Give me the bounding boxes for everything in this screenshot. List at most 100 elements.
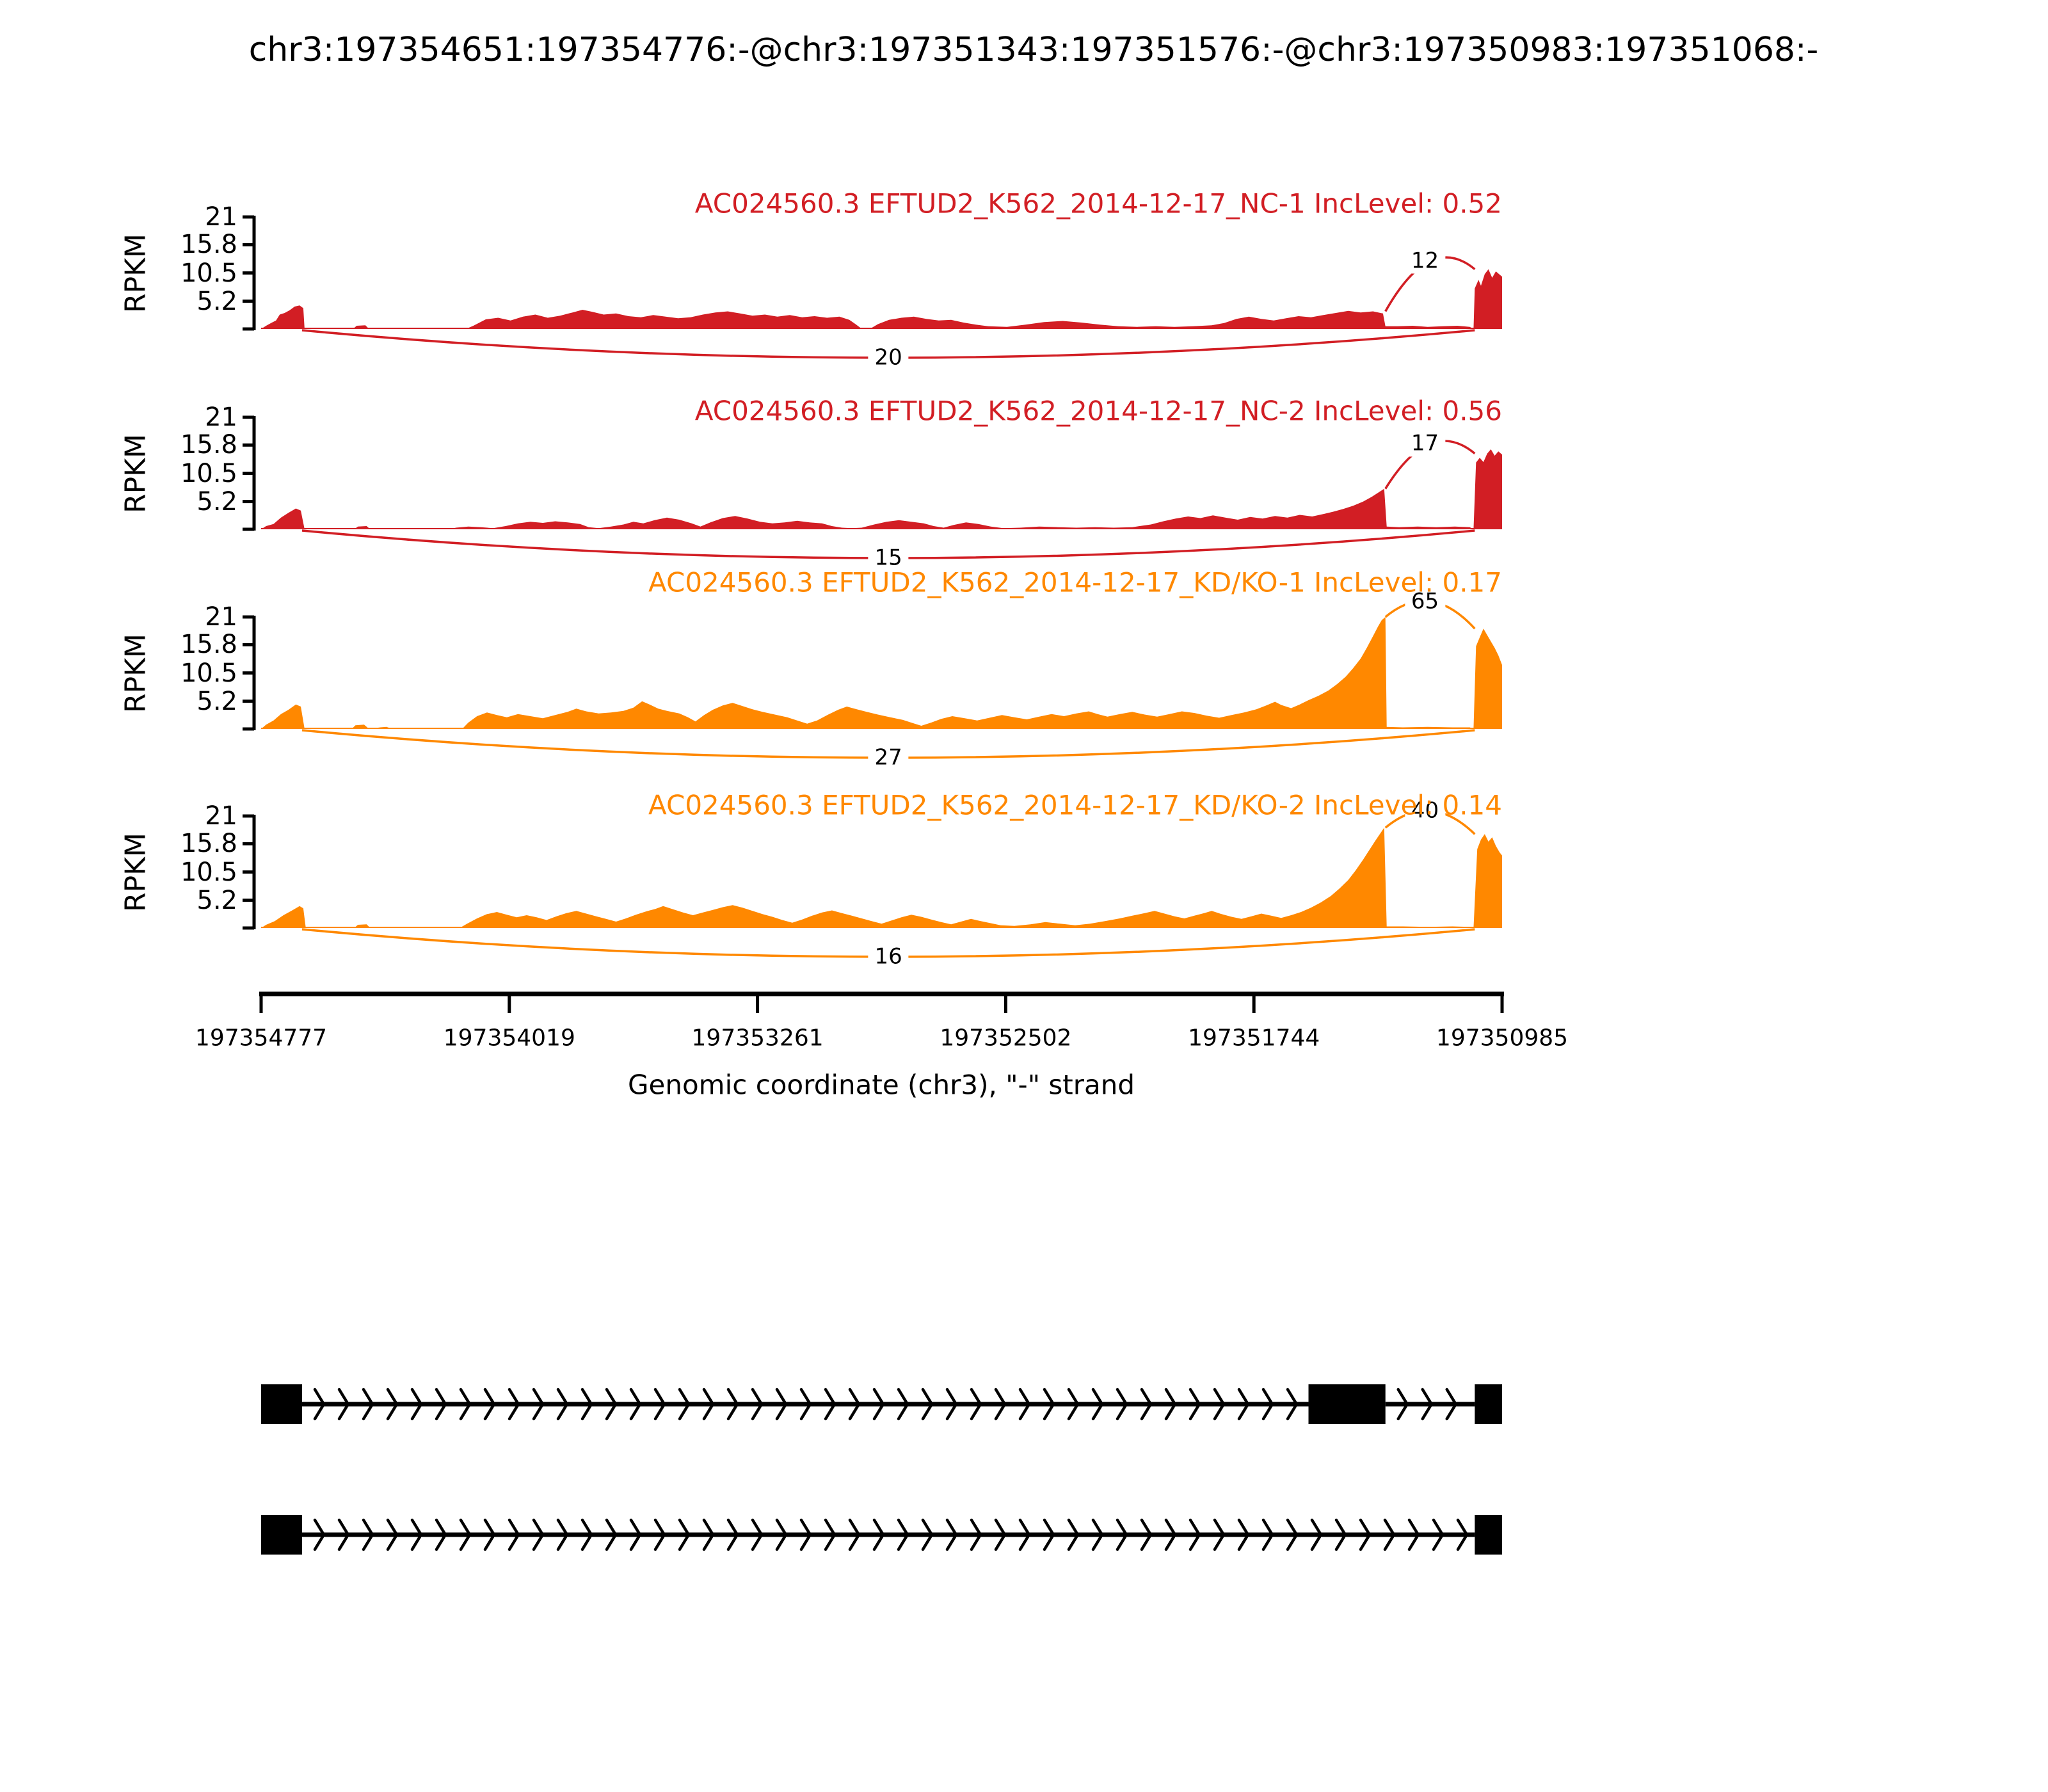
gene-model-isoform-2 (261, 1515, 1502, 1555)
x-axis-tick-label: 197353261 (691, 1025, 824, 1052)
coverage-area (261, 617, 1502, 729)
strand-arrow-chevron (1237, 1388, 1250, 1421)
exon-box (1475, 1515, 1502, 1555)
junction-read-count: 40 (1404, 798, 1446, 824)
strand-arrow-chevron (1407, 1518, 1420, 1551)
strand-arrow-chevron (580, 1388, 593, 1421)
strand-arrow-chevron (1432, 1518, 1444, 1551)
x-axis-tick-label: 197350985 (1436, 1025, 1569, 1052)
strand-arrow-chevron (435, 1518, 447, 1551)
y-axis-tick-label: 10.5 (180, 458, 237, 488)
strand-arrow-chevron (824, 1518, 836, 1551)
strand-arrow-chevron (994, 1518, 1007, 1551)
strand-arrow-chevron (1286, 1388, 1299, 1421)
strand-arrow-chevron (702, 1388, 715, 1421)
strand-arrow-chevron (897, 1518, 909, 1551)
y-axis-label: RPKM (119, 234, 152, 313)
strand-arrow-chevron (970, 1518, 982, 1551)
strand-arrow-chevron (726, 1388, 739, 1421)
strand-arrow-chevron (751, 1388, 764, 1421)
y-axis-tick-label: 15.8 (180, 230, 237, 260)
strand-arrow-chevron (970, 1388, 982, 1421)
y-axis-label: RPKM (119, 434, 152, 513)
y-axis-tick-label: 5.2 (196, 686, 237, 716)
y-axis-tick-label: 15.8 (180, 829, 237, 859)
y-axis-label: RPKM (119, 833, 152, 912)
strand-arrow-chevron (1140, 1388, 1153, 1421)
strand-arrow-chevron (1261, 1518, 1274, 1551)
strand-arrow-chevron (872, 1518, 885, 1551)
strand-arrow-chevron (1091, 1388, 1104, 1421)
track-title: AC024560.3 EFTUD2_K562_2014-12-17_KD/KO-… (648, 789, 1502, 821)
strand-arrow-chevron (678, 1388, 691, 1421)
track-title: AC024560.3 EFTUD2_K562_2014-12-17_NC-1 I… (694, 188, 1502, 220)
track-2 (243, 415, 1502, 559)
strand-arrow-chevron (532, 1388, 545, 1421)
strand-arrow-chevron (921, 1388, 934, 1421)
y-axis-tick-label: 15.8 (180, 430, 237, 460)
strand-arrow-chevron (1188, 1518, 1201, 1551)
x-axis-tick-label: 197352502 (940, 1025, 1072, 1052)
coverage-area (261, 828, 1502, 928)
junction-read-count: 20 (868, 345, 909, 371)
strand-arrow-chevron (483, 1518, 496, 1551)
y-axis-tick-label: 10.5 (180, 658, 237, 688)
exon-box (261, 1515, 302, 1555)
strand-arrow-chevron (1043, 1388, 1055, 1421)
strand-arrow-chevron (945, 1388, 958, 1421)
y-axis-tick-label: 5.2 (196, 286, 237, 316)
strand-arrow-chevron (1116, 1388, 1128, 1421)
x-axis-tick-label: 197351744 (1188, 1025, 1320, 1052)
coverage-area (261, 449, 1502, 529)
strand-arrow-chevron (580, 1518, 593, 1551)
strand-arrow-chevron (751, 1518, 764, 1551)
strand-arrow-chevron (848, 1388, 861, 1421)
strand-arrow-chevron (1091, 1518, 1104, 1551)
strand-arrow-chevron (410, 1388, 423, 1421)
strand-arrow-chevron (508, 1518, 520, 1551)
strand-arrow-chevron (1359, 1518, 1372, 1551)
strand-arrow-chevron (872, 1388, 885, 1421)
x-axis-tick-label: 197354777 (195, 1025, 328, 1052)
track-title: AC024560.3 EFTUD2_K562_2014-12-17_KD/KO-… (648, 566, 1502, 598)
strand-arrow-chevron (702, 1518, 715, 1551)
strand-arrow-chevron (775, 1518, 788, 1551)
strand-arrow-chevron (799, 1518, 812, 1551)
strand-arrow-chevron (678, 1518, 691, 1551)
strand-arrow-chevron (1116, 1518, 1128, 1551)
strand-arrow-chevron (313, 1518, 326, 1551)
strand-arrow-chevron (386, 1518, 399, 1551)
track-title: AC024560.3 EFTUD2_K562_2014-12-17_NC-2 I… (694, 395, 1502, 427)
x-axis-title: Genomic coordinate (chr3), "-" strand (627, 1069, 1135, 1101)
strand-arrow-chevron (362, 1388, 374, 1421)
exon-box (1475, 1384, 1502, 1424)
strand-arrow-chevron (556, 1388, 569, 1421)
strand-arrow-chevron (410, 1518, 423, 1551)
y-axis-tick-label: 21 (205, 602, 237, 632)
y-axis-tick-label: 10.5 (180, 258, 237, 288)
strand-arrow-chevron (1067, 1388, 1080, 1421)
strand-arrow-chevron (1213, 1388, 1226, 1421)
strand-arrow-chevron (726, 1518, 739, 1551)
junction-read-count: 65 (1404, 588, 1446, 614)
y-axis-tick-label: 10.5 (180, 857, 237, 887)
strand-arrow-chevron (799, 1388, 812, 1421)
junction-read-count: 16 (868, 944, 909, 970)
strand-arrow-chevron (337, 1518, 350, 1551)
strand-arrow-chevron (1310, 1518, 1323, 1551)
gene-model (261, 1384, 1502, 1555)
strand-arrow-chevron (653, 1388, 666, 1421)
junction-read-count: 12 (1404, 248, 1446, 274)
figure-title: chr3:197354651:197354776:-@chr3:19735134… (248, 31, 1819, 69)
exon-box (261, 1384, 302, 1424)
strand-arrow-chevron (508, 1388, 520, 1421)
strand-arrow-chevron (605, 1518, 618, 1551)
strand-arrow-chevron (824, 1388, 836, 1421)
strand-arrow-chevron (1164, 1388, 1177, 1421)
strand-arrow-chevron (459, 1388, 472, 1421)
track-3 (243, 600, 1502, 759)
track-4 (243, 810, 1502, 958)
y-axis-tick-label: 21 (205, 801, 237, 831)
strand-arrow-chevron (1213, 1518, 1226, 1551)
